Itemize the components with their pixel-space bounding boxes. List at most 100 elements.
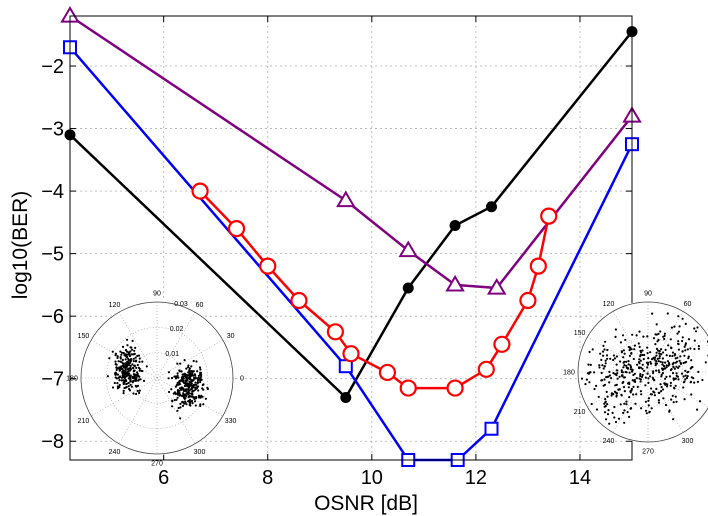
constellation-point (671, 394, 674, 397)
constellation-point (612, 354, 616, 357)
polar-angle-label: 270 (642, 449, 654, 456)
constellation-point (638, 358, 641, 361)
constellation-point (639, 359, 642, 362)
constellation-point (655, 354, 658, 357)
constellation-point (658, 357, 661, 360)
constellation-point (629, 391, 632, 394)
constellation-point (655, 347, 659, 350)
constellation-point (639, 349, 642, 352)
constellation-point (123, 381, 126, 384)
constellation-point (138, 360, 141, 363)
constellation-point (696, 380, 700, 383)
constellation-point (602, 384, 605, 387)
constellation-point (202, 388, 205, 391)
constellation-point (655, 333, 658, 336)
constellation-point (684, 369, 687, 372)
constellation-point (649, 393, 652, 396)
constellation-point (629, 368, 632, 371)
constellation-point (620, 350, 624, 353)
constellation-point (635, 377, 638, 380)
constellation-point (617, 417, 621, 420)
constellation-point (177, 406, 180, 410)
constellation-point (689, 381, 692, 384)
constellation-point (628, 371, 631, 374)
constellation-point (588, 350, 591, 354)
constellation-point (633, 348, 636, 351)
constellation-point (678, 359, 681, 362)
constellation-point (187, 374, 190, 377)
polar-angle-label: 90 (153, 291, 161, 298)
constellation-point (615, 394, 618, 397)
constellation-point (660, 375, 663, 378)
constellation-point (664, 348, 667, 351)
constellation-point (677, 330, 681, 333)
constellation-point (191, 372, 194, 375)
constellation-point (633, 372, 637, 375)
constellation-point (591, 348, 594, 351)
constellation-point (135, 359, 138, 362)
constellation-point (646, 346, 649, 349)
constellation-point (689, 347, 692, 350)
constellation-point (190, 365, 193, 368)
constellation-point (638, 345, 641, 348)
constellation-point (188, 385, 191, 388)
constellation-point (600, 358, 603, 361)
constellation-point (183, 359, 186, 362)
constellation-point (172, 392, 175, 395)
constellation-point (615, 363, 618, 366)
constellation-point (650, 358, 654, 361)
constellation-point (669, 384, 672, 387)
constellation-point (615, 355, 619, 358)
constellation-point (669, 381, 673, 384)
constellation-point (619, 341, 623, 344)
constellation-point (610, 392, 614, 395)
constellation-point (199, 403, 202, 406)
constellation-point (171, 399, 174, 402)
constellation-point (189, 374, 193, 377)
constellation-point (670, 398, 673, 401)
polar-angle-label: 180 (563, 370, 575, 377)
constellation-point (649, 375, 652, 378)
polar-angle-label: 150 (574, 330, 586, 337)
constellation-point (686, 375, 689, 378)
constellation-point (651, 312, 654, 315)
constellation-point (658, 371, 661, 374)
constellation-point (650, 387, 653, 390)
constellation-point (644, 376, 648, 379)
y-tick-label: −6 (41, 306, 64, 328)
constellation-point (118, 383, 121, 387)
constellation-point (182, 392, 185, 395)
constellation-point (687, 357, 690, 360)
constellation-point (118, 379, 121, 382)
constellation-point (114, 371, 117, 374)
polar-spoke (91, 339, 223, 417)
constellation-point (663, 382, 666, 385)
constellation-point (122, 351, 125, 355)
constellation-point (122, 366, 125, 369)
constellation-point (606, 413, 610, 416)
constellation-point (194, 381, 197, 384)
constellation-point (676, 332, 679, 335)
constellation-point (584, 383, 587, 386)
constellation-point (130, 348, 134, 351)
constellation-point (606, 403, 609, 406)
constellation-point (601, 350, 605, 353)
constellation-point (588, 381, 591, 384)
constellation-point (199, 396, 202, 399)
constellation-point (661, 351, 665, 354)
constellation-point (697, 345, 701, 348)
constellation-point (660, 390, 663, 393)
constellation-point (138, 375, 141, 378)
polar-angle-label: 240 (109, 449, 121, 456)
constellation-point (672, 401, 675, 404)
polar-angle-label: 60 (196, 302, 204, 309)
constellation-point (615, 392, 619, 395)
constellation-point (132, 392, 135, 395)
constellation-point (190, 379, 193, 382)
data-point (445, 274, 465, 292)
constellation-point (630, 351, 633, 355)
constellation-point (654, 364, 657, 367)
constellation-point (170, 388, 173, 391)
constellation-point (200, 378, 203, 381)
constellation-point (659, 383, 662, 386)
